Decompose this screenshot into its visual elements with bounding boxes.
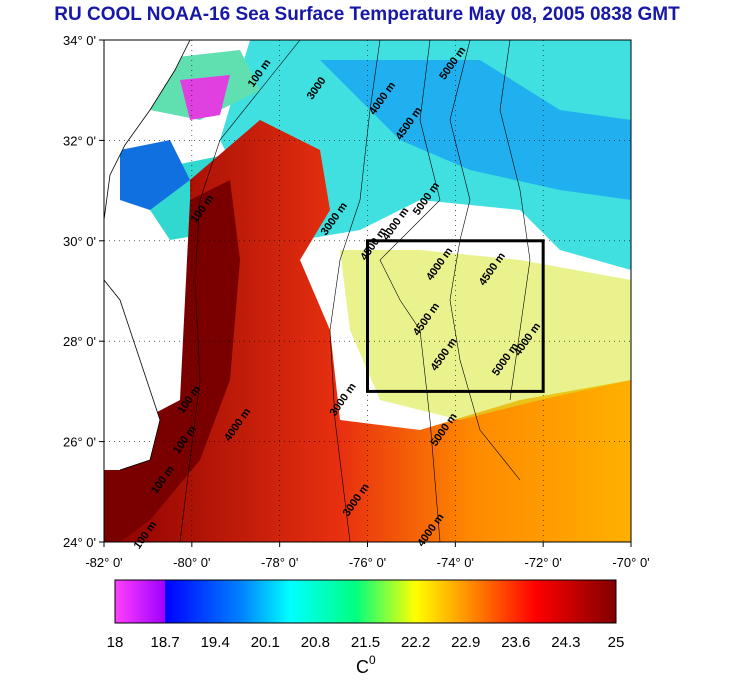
unit-text: C	[356, 657, 369, 677]
colorbar-tick-label: 22.9	[451, 634, 480, 651]
lat-label: 30° 0'	[63, 234, 96, 249]
map-title: RU COOL NOAA-16 Sea Surface Temperature …	[54, 4, 680, 25]
lat-label: 34° 0'	[63, 33, 96, 48]
contour-3000m	[329, 40, 381, 542]
lat-label: 26° 0'	[63, 435, 96, 450]
lon-label: -72° 0'	[525, 555, 562, 570]
lat-label: 28° 0'	[63, 334, 96, 349]
colorbar-tick-label: 22.2	[401, 634, 430, 651]
colorbar-tick-label: 20.8	[301, 634, 330, 651]
lat-label: 32° 0'	[63, 133, 96, 148]
contour-5000m	[499, 40, 531, 401]
lon-label: -74° 0'	[437, 555, 474, 570]
land-florida	[104, 280, 160, 470]
colorbar-tick-label: 20.1	[251, 634, 280, 651]
study-area-box	[366, 239, 545, 393]
contour-100m	[179, 40, 301, 542]
colorbar	[114, 579, 617, 624]
colorbar-tick-label: 23.6	[501, 634, 530, 651]
colorbar-tick-label: 25	[608, 634, 625, 651]
colorbar-labels: 18 18.7 19.4 20.1 20.8 21.5 22.2 22.9 23.6 24.3 25	[107, 634, 625, 651]
lon-label: -78° 0'	[261, 555, 298, 570]
gulf-stream-region	[104, 120, 631, 542]
longitude-labels: -82° 0' -80° 0' -78° 0' -76° 0' -74° 0' -72° …	[85, 555, 649, 570]
lat-label: 24° 0'	[63, 535, 96, 550]
colorbar-tick-label: 19.4	[201, 634, 230, 651]
contour-4500m	[449, 40, 521, 481]
latitude-labels: 34° 0' 32° 0' 30° 0' 28° 0' 26° 0' 24° 0'	[63, 33, 96, 550]
colorbar-tick-label: 21.5	[351, 634, 380, 651]
land-north	[104, 40, 190, 220]
unit-superscript: 0	[369, 653, 376, 667]
colorbar-unit: C0	[356, 653, 376, 677]
colorbar-tick-label: 18.7	[150, 634, 179, 651]
lon-label: -80° 0'	[173, 555, 210, 570]
colorbar-tick-label: 18	[107, 634, 124, 651]
lon-label: -76° 0'	[349, 555, 386, 570]
lon-label: -82° 0'	[85, 555, 122, 570]
plot-frame	[103, 39, 632, 543]
lon-label: -70° 0'	[612, 555, 649, 570]
colorbar-tick-label: 24.3	[551, 634, 580, 651]
